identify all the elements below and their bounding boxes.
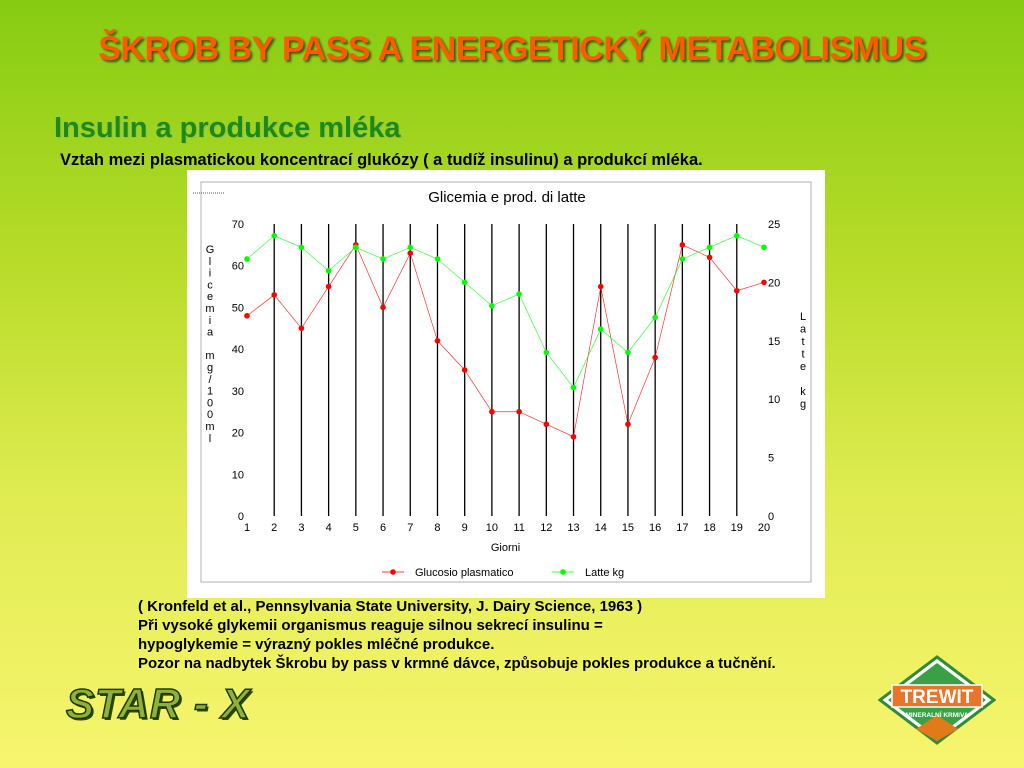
x-axis-label: Giorni [491,542,520,554]
data-point [489,408,495,415]
data-point [543,349,550,356]
x-tick-label: 14 [595,522,607,534]
data-point [489,302,495,309]
x-tick-label: 10 [486,522,498,534]
data-point [652,354,658,361]
trewit-name: TREWIT [901,687,974,708]
data-point [380,256,386,262]
data-point [434,338,441,344]
x-tick-label: 20 [758,522,770,534]
series-line [246,244,765,438]
note-line: Pozor na nadbytek Škrobu by pass v krmné… [138,655,776,672]
x-tick-label: 7 [407,522,413,534]
data-point [380,304,386,311]
y-right-tick-label: 25 [768,219,780,231]
y-right-tick-label: 15 [768,336,780,348]
y-right-tick-label: 0 [768,511,774,523]
slide-title: ŠKROB BY PASS A ENERGETICKÝ METABOLISMUS [98,30,926,68]
data-point [516,291,522,297]
data-point [625,421,631,428]
data-point [407,250,414,256]
data-point [733,232,740,239]
data-point [570,433,577,440]
glycemia-milk-chart: Glicemia e prod. di latte 1 2 3 4 5 6 7 8 9 10 11 1… [193,181,812,583]
x-tick-label: 11 [513,522,524,534]
legend-marker [390,569,396,575]
x-tick-label: 1 [244,522,250,534]
data-point [461,279,468,286]
x-tick-label: 2 [271,522,277,534]
data-point [353,244,359,251]
data-point [407,244,414,251]
data-point [597,283,604,290]
data-point [461,367,468,373]
data-point [271,292,278,298]
data-point [570,384,577,391]
y-right-tick-label: 20 [768,277,780,289]
note-line: ( Kronfeld et al., Pennsylvania State Un… [138,598,643,615]
trewit-tagline: MINERALNÍ KRMIVA [905,710,968,719]
notes: ( Kronfeld et al., Pennsylvania State Un… [138,597,776,673]
data-point [325,267,332,274]
data-point [679,256,686,262]
series-line [246,235,765,389]
legend-marker [560,569,566,575]
x-tick-label: 15 [622,522,634,534]
x-tick-label: 13 [567,522,579,534]
legend-label: Latte kg [585,567,624,579]
data-point [761,244,767,251]
y-left-tick-label: 0 [238,511,244,523]
data-point [434,256,441,262]
data-point [706,244,713,251]
x-tick-label: 16 [649,522,661,534]
data-point [244,256,250,262]
chart-panel: Glicemia e prod. di latte 1 2 3 4 5 6 7 8 9 10 11 1… [187,170,825,598]
x-tick-label: 18 [703,522,715,534]
chart-title: Glicemia e prod. di latte [428,189,586,206]
x-tick-label: 9 [462,522,468,534]
data-point [244,312,250,319]
note-line: Při vysoké glykemii organismus reaguje s… [138,617,603,634]
y-left-tick-label: 50 [232,302,244,314]
lead-text: Vztah mezi plasmatickou koncentrací gluk… [60,151,703,169]
data-point [543,421,550,428]
legend-label: Glucosio plasmatico [415,567,513,579]
data-point [597,326,604,332]
slide-subtitle: Insulin a produkce mléka [54,112,401,144]
y-left-tick-label: 60 [232,261,244,273]
y-left-tick-label: 20 [232,428,244,440]
data-point [679,242,686,248]
x-tick-label: 12 [540,522,552,534]
data-point [516,408,522,415]
data-point [271,232,278,239]
note-line: hypoglykemie = výrazný pokles mléčné pro… [138,636,495,653]
data-point [298,325,305,332]
data-point [652,314,658,321]
data-point [325,283,332,290]
y-left-tick-label: 70 [232,219,244,231]
x-tick-label: 19 [731,522,743,534]
chart-frame [200,181,812,583]
x-tick-label: 4 [326,522,332,534]
star-x-logo: STAR - X [65,679,251,728]
x-tick-label: 3 [298,522,304,534]
x-tick-label: 5 [353,522,359,534]
y-right-tick-label: 10 [768,394,780,406]
data-point [706,254,713,261]
trewit-logo: TREWIT MINERALNÍ KRMIVA [878,655,996,745]
data-point [298,244,305,251]
data-point [761,279,767,286]
data-point [733,287,740,294]
x-tick-label: 8 [434,522,440,534]
data-point [625,349,631,356]
y-left-tick-label: 40 [232,344,244,356]
x-tick-label: 6 [380,522,386,534]
y-left-tick-label: 30 [232,386,244,398]
x-tick-label: 17 [676,522,688,534]
y-right-tick-label: 5 [768,453,774,465]
y-left-tick-label: 10 [232,469,244,481]
